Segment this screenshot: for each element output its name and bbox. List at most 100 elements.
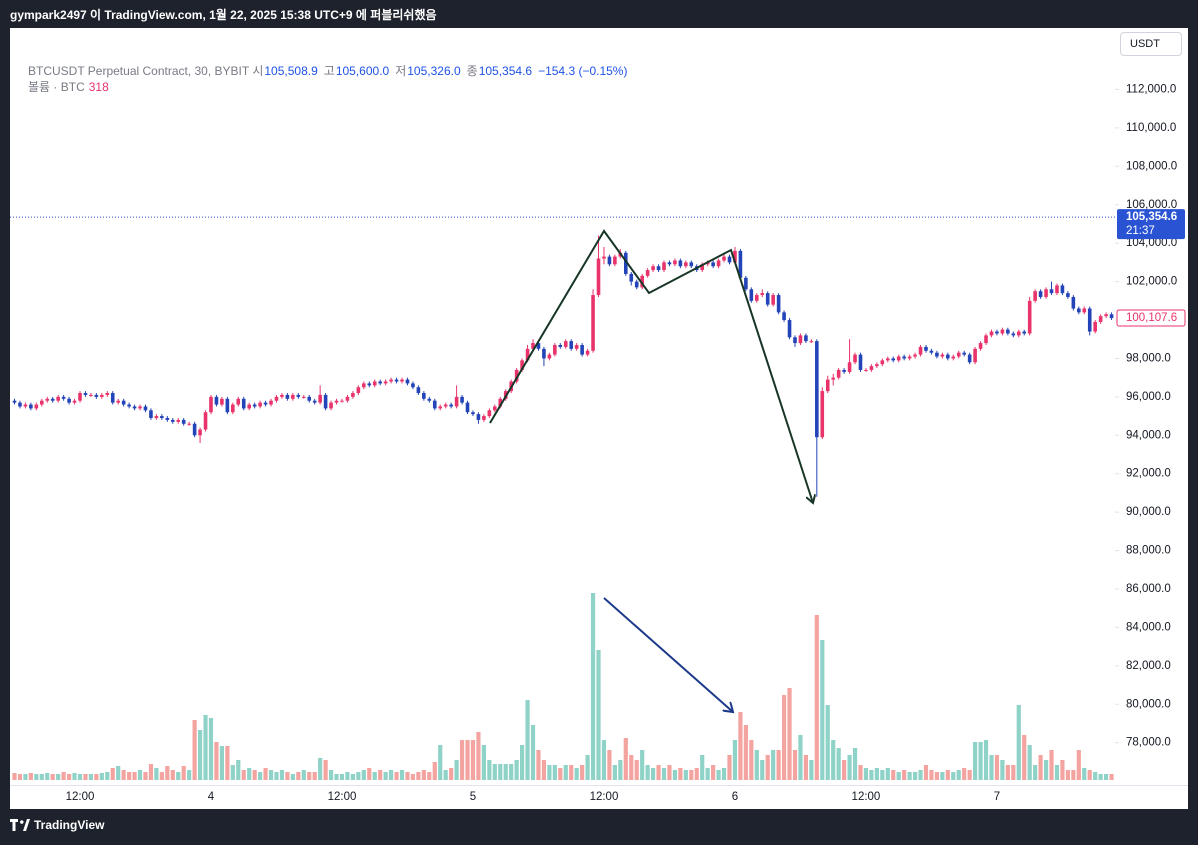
volume-bar (694, 768, 699, 780)
volume-bar (923, 765, 929, 780)
volume-bar (23, 774, 28, 780)
candle-body (422, 393, 426, 399)
candle-body (143, 406, 148, 411)
candle-body (236, 398, 241, 405)
volume-bar (241, 770, 246, 780)
candle-layer (12, 235, 1114, 497)
candle-body (689, 262, 694, 267)
volume-bar (137, 770, 143, 780)
candle-body (1033, 291, 1037, 301)
candle-body (558, 344, 563, 347)
candle-body (198, 429, 202, 436)
candle-body (913, 354, 917, 357)
candle-body (645, 270, 650, 276)
volume-bar (536, 750, 541, 780)
candle-body (896, 356, 901, 361)
volume-bar (143, 772, 148, 780)
candle-body (367, 383, 372, 386)
candle-body (187, 423, 191, 425)
y-tick-label: 106,000.0 (1126, 199, 1177, 211)
volume-bar (127, 772, 132, 780)
volume-bar (547, 765, 552, 780)
candle-body (116, 400, 121, 403)
candle-body (656, 266, 661, 271)
y-tick-label: 110,000.0 (1126, 122, 1176, 134)
close-value: 105,354.6 (478, 64, 533, 78)
candle-body (1077, 308, 1081, 313)
y-tick-label: 102,000.0 (1126, 276, 1177, 288)
candle-body (667, 262, 672, 265)
candle-body (935, 352, 939, 357)
volume-bar (623, 738, 628, 780)
candle-body (929, 350, 934, 353)
volume-bar (181, 766, 186, 780)
volume-bar (66, 774, 72, 780)
volume-bar (1082, 768, 1087, 780)
candle-body (12, 400, 17, 403)
volume-bar (165, 766, 170, 780)
volume-bar (312, 772, 317, 780)
candle-body (1006, 329, 1010, 334)
candle-body (498, 398, 503, 407)
candle-body (1055, 285, 1059, 294)
volume-bar (1027, 745, 1032, 780)
volume-bar (268, 770, 274, 780)
volume-bar (847, 755, 852, 780)
volume-layer (12, 593, 1114, 780)
volume-bar (307, 772, 312, 780)
volume-bar (994, 755, 1000, 780)
volume-bar (56, 774, 61, 780)
volume-bar (612, 765, 617, 780)
candle-body (531, 343, 535, 349)
volume-bar (798, 735, 803, 780)
volume-bar (197, 730, 203, 780)
candle-body (280, 394, 284, 397)
candle-body (924, 346, 928, 351)
candle-body (989, 331, 994, 336)
arrow-drawing (603, 597, 733, 712)
legend-row: 볼륨 · BTC 318 (28, 79, 633, 95)
volume-bar (601, 740, 607, 780)
volume-bar (634, 760, 639, 780)
volume-bar (1065, 770, 1070, 780)
y-tick-label: 94,000.0 (1126, 429, 1171, 441)
candle-body (487, 410, 492, 417)
candle-body (263, 402, 268, 405)
volume-bar (367, 768, 372, 780)
candle-body (1071, 296, 1076, 309)
volume-bar (301, 770, 306, 780)
volume-bar (569, 765, 574, 780)
candle-body (967, 354, 972, 363)
volume-bar (667, 765, 672, 780)
volume-bar (574, 768, 579, 780)
candle-body (285, 394, 290, 399)
candle-body (1011, 333, 1016, 336)
volume-bar (263, 768, 268, 780)
candle-body (138, 406, 142, 409)
volume-bar (1054, 765, 1060, 780)
volume-bar (792, 750, 798, 780)
y-tick-label: 108,000.0 (1126, 160, 1177, 172)
candle-body (18, 402, 22, 407)
candle-body (536, 343, 541, 349)
candle-body (793, 337, 797, 344)
volume-bar (12, 773, 17, 780)
volume-bar (421, 770, 426, 780)
volume-bar (148, 764, 154, 780)
candle-body (154, 416, 159, 418)
volume-bar (1071, 770, 1076, 780)
price-marker-label: 100,107.6 (1126, 312, 1177, 324)
volume-bar (607, 750, 612, 780)
currency-button[interactable]: USDT (1120, 32, 1182, 56)
candle-body (39, 400, 44, 405)
candle-body (885, 358, 890, 361)
candle-body (847, 362, 852, 372)
volume-bar (836, 748, 841, 780)
last-price-label: 105,354.6 (1126, 211, 1177, 223)
volume-bar (105, 772, 110, 780)
volume-bar (77, 774, 83, 780)
volume-bar (934, 772, 940, 780)
chart: 78,000.0 80,000.0 82,000.0 84,000.0 86,000.0… (10, 84, 1188, 803)
volume-bar (629, 755, 634, 780)
candle-body (493, 406, 497, 411)
